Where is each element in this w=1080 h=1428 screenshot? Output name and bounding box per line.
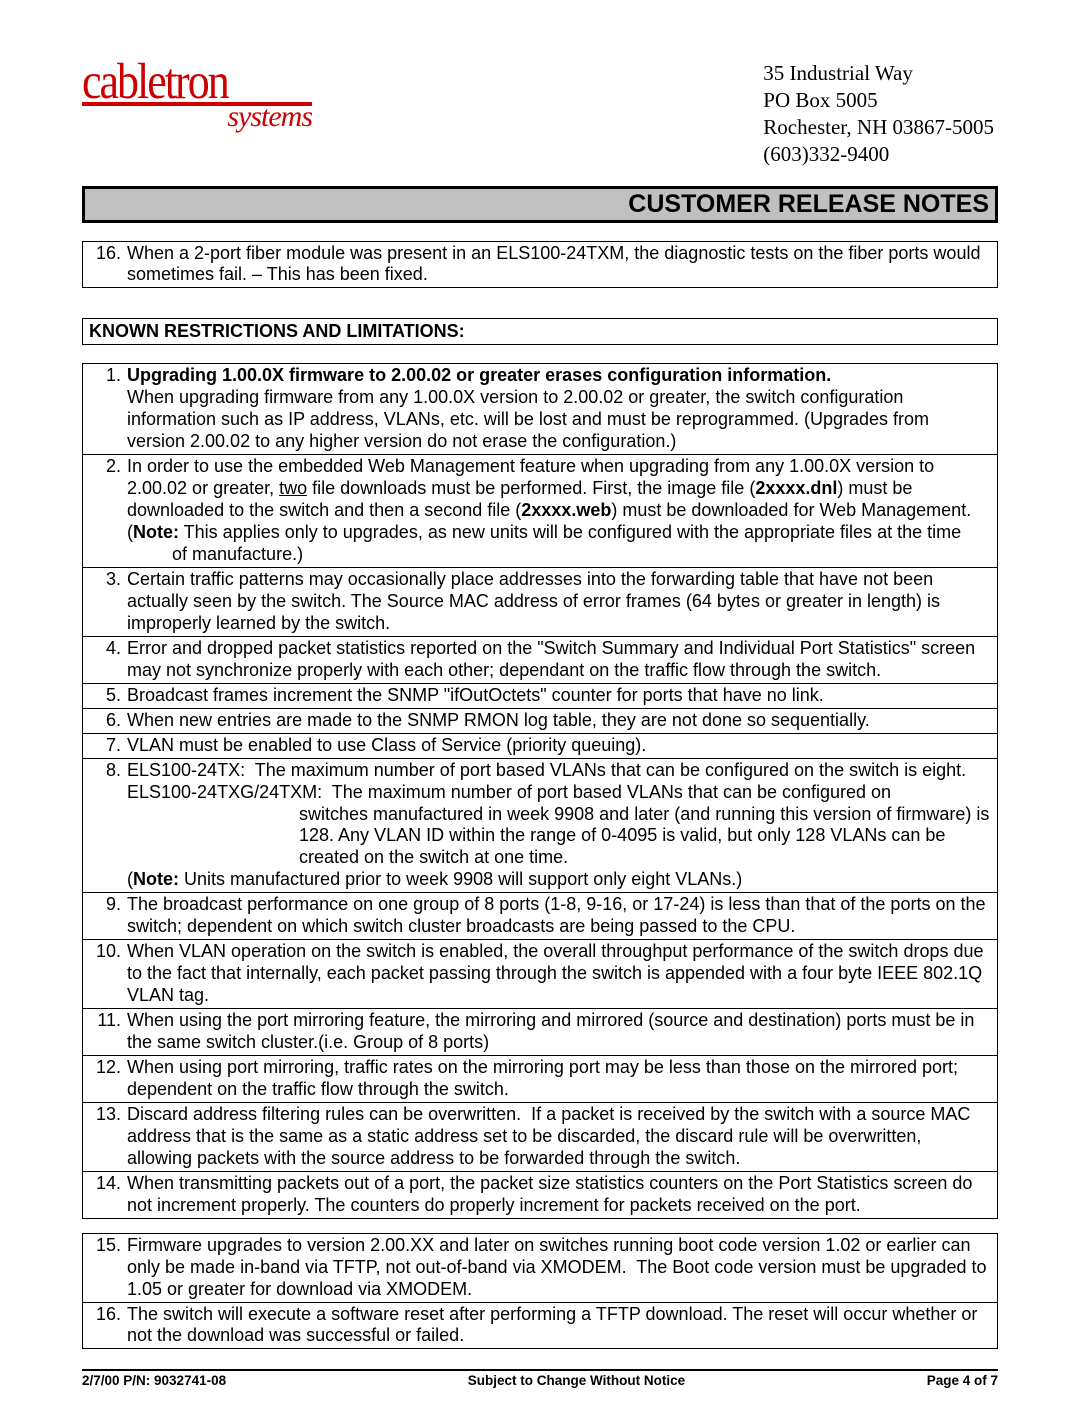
item-number: 13. [83,1103,125,1171]
list-item: 5.Broadcast frames increment the SNMP "i… [83,684,997,709]
list-item: 2.In order to use the embedded Web Manag… [83,455,997,568]
item-text: When using port mirroring, traffic rates… [125,1056,997,1102]
footer-center: Subject to Change Without Notice [468,1373,685,1388]
list-item: 1.Upgrading 1.00.0X firmware to 2.00.02 … [83,364,997,455]
header: cabletron systems 35 Industrial Way PO B… [82,60,998,168]
item-number: 16. [83,242,125,288]
footer-left: 2/7/00 P/N: 9032741-08 [82,1373,226,1388]
item-number: 10. [83,940,125,1008]
section-heading: KNOWN RESTRICTIONS AND LIMITATIONS: [82,318,998,345]
company-address: 35 Industrial Way PO Box 5005 Rochester,… [763,60,998,168]
list-item: 7.VLAN must be enabled to use Class of S… [83,734,997,759]
item-text: VLAN must be enabled to use Class of Ser… [125,734,997,758]
item-number: 8. [83,759,125,893]
list-item: 10.When VLAN operation on the switch is … [83,940,997,1009]
list-item: 16. When a 2-port fiber module was prese… [83,242,997,288]
item-text: When VLAN operation on the switch is ena… [125,940,997,1008]
list-item: 6.When new entries are made to the SNMP … [83,709,997,734]
list-item: 13.Discard address filtering rules can b… [83,1103,997,1172]
item-text: In order to use the embedded Web Managem… [125,455,997,567]
item-number: 15. [83,1234,125,1302]
list-item: 9.The broadcast performance on one group… [83,893,997,940]
item-text: The switch will execute a software reset… [125,1303,997,1349]
address-line-4: (603)332-9400 [763,141,994,168]
item-number: 2. [83,455,125,567]
item-text: Upgrading 1.00.0X firmware to 2.00.02 or… [125,364,997,454]
item-number: 6. [83,709,125,733]
address-line-2: PO Box 5005 [763,87,994,114]
item-number: 1. [83,364,125,454]
item-text: When transmitting packets out of a port,… [125,1172,997,1218]
restrictions-box-2: 15.Firmware upgrades to version 2.00.XX … [82,1233,998,1350]
list-item: 15.Firmware upgrades to version 2.00.XX … [83,1234,997,1303]
item-text: Discard address filtering rules can be o… [125,1103,997,1171]
item-text: When new entries are made to the SNMP RM… [125,709,997,733]
item-number: 11. [83,1009,125,1055]
list-item: 14.When transmitting packets out of a po… [83,1172,997,1218]
top-item-box: 16. When a 2-port fiber module was prese… [82,241,998,289]
item-number: 14. [83,1172,125,1218]
item-number: 9. [83,893,125,939]
item-number: 16. [83,1303,125,1349]
item-number: 3. [83,568,125,636]
item-number: 4. [83,637,125,683]
list-item: 16.The switch will execute a software re… [83,1303,997,1349]
address-line-1: 35 Industrial Way [763,60,994,87]
footer-right: Page 4 of 7 [927,1373,998,1388]
document-title: CUSTOMER RELEASE NOTES [82,186,998,223]
list-item: 3.Certain traffic patterns may occasiona… [83,568,997,637]
item-number: 12. [83,1056,125,1102]
item-text: Certain traffic patterns may occasionall… [125,568,997,636]
list-item: 8.ELS100-24TX: The maximum number of por… [83,759,997,894]
list-item: 4.Error and dropped packet statistics re… [83,637,997,684]
restrictions-box-1: 1.Upgrading 1.00.0X firmware to 2.00.02 … [82,363,998,1218]
item-text: The broadcast performance on one group o… [125,893,997,939]
list-item: 11.When using the port mirroring feature… [83,1009,997,1056]
item-text: Error and dropped packet statistics repo… [125,637,997,683]
logo: cabletron systems [82,60,322,132]
item-text: When using the port mirroring feature, t… [125,1009,997,1055]
logo-word: cabletron [82,57,322,108]
item-text: ELS100-24TX: The maximum number of port … [125,759,997,893]
address-line-3: Rochester, NH 03867-5005 [763,114,994,141]
page: cabletron systems 35 Industrial Way PO B… [0,0,1080,1428]
item-text: Broadcast frames increment the SNMP "ifO… [125,684,997,708]
item-text: Firmware upgrades to version 2.00.XX and… [125,1234,997,1302]
item-number: 5. [83,684,125,708]
item-number: 7. [83,734,125,758]
page-footer: 2/7/00 P/N: 9032741-08 Subject to Change… [82,1369,998,1388]
list-item: 12.When using port mirroring, traffic ra… [83,1056,997,1103]
item-text: When a 2-port fiber module was present i… [125,242,997,288]
